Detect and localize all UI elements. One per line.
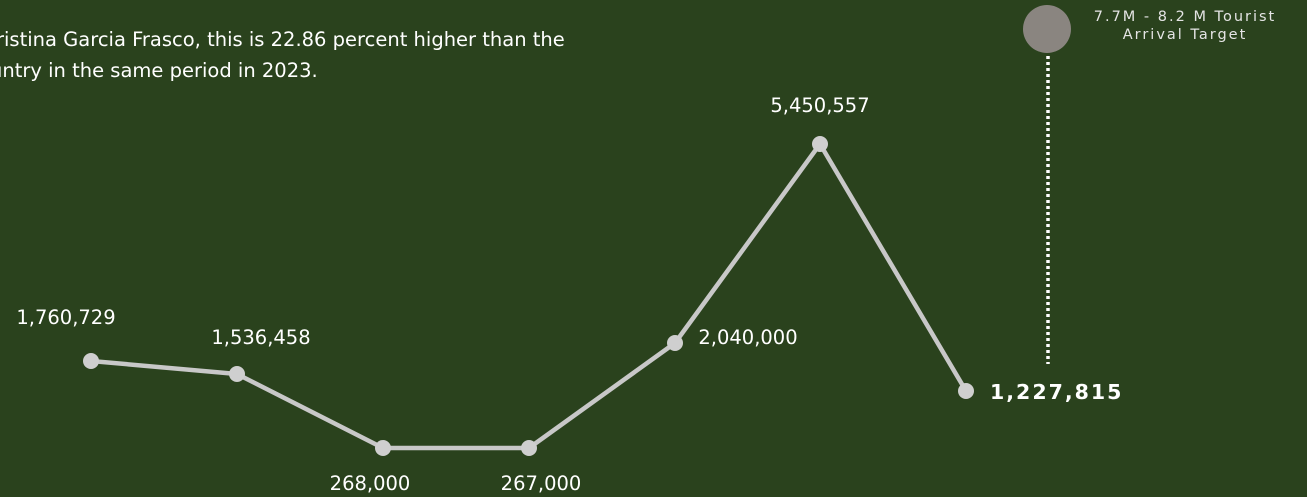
data-label: 5,450,557 (770, 94, 869, 117)
data-point (83, 353, 99, 369)
data-point (375, 440, 391, 456)
data-label: 1,536,458 (211, 326, 310, 349)
data-point (812, 136, 828, 152)
data-points (83, 136, 974, 456)
target-label: 7.7M - 8.2 M Tourist Arrival Target (1074, 8, 1296, 44)
data-labels: 1,760,729 1,536,458 268,000 267,000 2,040,00… (16, 94, 1123, 495)
data-label: 1,760,729 (16, 306, 115, 329)
data-label: 1,227,815 (990, 380, 1123, 404)
data-label: 267,000 (501, 472, 582, 495)
target-layer (1023, 5, 1071, 364)
series-line-layer (88, 141, 969, 451)
data-label: 268,000 (330, 472, 411, 495)
target-label-line-1: 7.7M - 8.2 M Tourist (1093, 9, 1277, 25)
data-point (229, 366, 245, 382)
data-point (958, 383, 974, 399)
data-label: 2,040,000 (698, 326, 797, 349)
data-point (521, 440, 537, 456)
intro-line-2: untry in the same period in 2023. (0, 59, 318, 82)
target-marker (1023, 5, 1071, 53)
series-line (88, 141, 969, 451)
target-label-line-2: Arrival Target (1122, 27, 1248, 43)
intro-text: ristina Garcia Frasco, this is 22.86 per… (0, 24, 650, 86)
intro-line-1: ristina Garcia Frasco, this is 22.86 per… (0, 28, 565, 51)
data-point (667, 335, 683, 351)
